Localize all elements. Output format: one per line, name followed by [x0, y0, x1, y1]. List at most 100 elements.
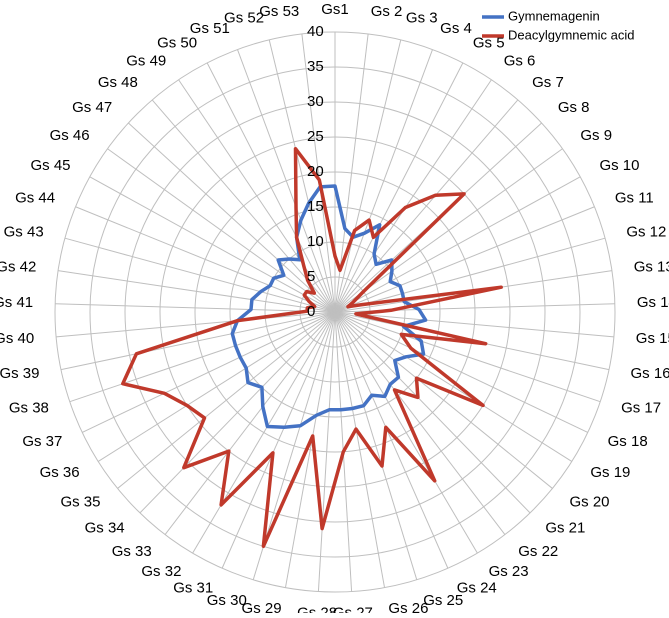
- spoke: [334, 311, 418, 580]
- legend-label: Gymnemagenin: [508, 8, 600, 23]
- category-label: Gs 18: [608, 433, 648, 450]
- spoke: [317, 311, 336, 592]
- category-label: Gs 40: [0, 330, 34, 347]
- category-label: Gs 49: [126, 52, 166, 69]
- spoke: [139, 311, 336, 514]
- r-tick-label: 10: [307, 233, 324, 250]
- spoke: [206, 62, 336, 313]
- r-tick-label: 0: [307, 303, 315, 320]
- spoke: [334, 62, 464, 313]
- category-label: Gs 14: [637, 294, 669, 311]
- category-label: Gs 48: [98, 74, 138, 91]
- spoke: [334, 237, 606, 313]
- spoke: [334, 311, 573, 462]
- spoke: [56, 311, 336, 338]
- category-label: Gs 11: [615, 189, 654, 206]
- spoke: [97, 311, 336, 462]
- series-line: [230, 184, 428, 430]
- category-label: Gs 5: [473, 34, 505, 51]
- legend: Gymnemagenin Deacylgymnemic acid: [482, 8, 634, 42]
- category-label: Gs 23: [489, 563, 529, 580]
- category-label: Gs 17: [621, 400, 661, 417]
- category-label: Gs 32: [141, 563, 181, 580]
- grid: [54, 31, 616, 593]
- spoke: [334, 311, 531, 514]
- spoke: [334, 311, 588, 433]
- r-tick-label: 15: [307, 198, 324, 215]
- category-label: Gs 30: [207, 592, 247, 609]
- category-label: Gs 37: [22, 433, 62, 450]
- category-label: Gs 12: [626, 223, 666, 240]
- category-label: Gs 38: [9, 400, 49, 417]
- r-tick-label: 40: [307, 23, 324, 40]
- r-tick-label: 35: [307, 58, 324, 75]
- category-label: Gs 45: [30, 157, 70, 174]
- spoke: [89, 176, 336, 313]
- series-line: [121, 146, 503, 549]
- spoke: [334, 311, 506, 535]
- category-label: Gs 24: [457, 579, 497, 596]
- spoke: [64, 237, 336, 313]
- category-label: Gs 52: [224, 9, 264, 26]
- category-label: Gs 16: [631, 365, 669, 382]
- spoke: [334, 311, 478, 554]
- category-label: Gs 8: [558, 99, 590, 116]
- category-label: Gs 31: [173, 579, 213, 596]
- spoke: [151, 99, 336, 313]
- spoke: [334, 311, 386, 588]
- spoke: [334, 311, 553, 489]
- r-tick-label: 5: [307, 268, 315, 285]
- spoke: [301, 33, 336, 313]
- spoke: [334, 311, 614, 338]
- spoke: [117, 311, 336, 489]
- category-label: Gs 13: [634, 258, 669, 275]
- category-label: Gs 2: [371, 3, 403, 20]
- category-label: Gs 46: [50, 127, 90, 144]
- category-label: Gs 25: [423, 592, 463, 609]
- legend-label: Deacylgymnemic acid: [508, 27, 634, 42]
- spoke: [192, 311, 336, 554]
- spoke: [69, 311, 336, 403]
- spoke: [334, 311, 449, 569]
- category-label: Gs 29: [242, 600, 282, 613]
- category-label: Gs 20: [570, 493, 610, 510]
- spoke: [75, 206, 336, 313]
- spoke: [57, 270, 336, 313]
- spoke: [334, 79, 492, 313]
- category-label: Gs 53: [259, 3, 299, 20]
- category-label: Gs 41: [0, 294, 33, 311]
- marks: [121, 146, 503, 549]
- category-label: Gs 39: [0, 365, 39, 382]
- r-tick-label: 20: [307, 163, 324, 180]
- category-label: Gs 43: [4, 223, 44, 240]
- spoke: [334, 39, 402, 313]
- spoke: [55, 303, 336, 313]
- spoke: [334, 176, 581, 313]
- spoke: [268, 39, 336, 313]
- spoke: [237, 49, 336, 313]
- r-tick-label: 30: [307, 93, 324, 110]
- spoke: [82, 311, 336, 433]
- category-label: Gs 9: [580, 127, 612, 144]
- spoke: [334, 311, 601, 403]
- spoke: [334, 49, 433, 313]
- category-label: Gs 51: [190, 20, 230, 37]
- category-label: Gs 28: [297, 604, 337, 613]
- spoke: [334, 206, 595, 313]
- category-label: Gs 35: [60, 493, 100, 510]
- category-label: Gs 42: [0, 258, 36, 275]
- category-label: Gs 26: [388, 600, 428, 613]
- category-label: Gs 34: [85, 520, 125, 537]
- spoke: [164, 311, 336, 535]
- spoke: [128, 122, 336, 313]
- category-label: Gs 33: [112, 543, 152, 560]
- spoke: [284, 311, 336, 588]
- category-label: Gs 21: [545, 520, 585, 537]
- category-label: Gs 7: [532, 74, 564, 91]
- spoke: [107, 148, 336, 313]
- category-label: Gs 44: [15, 189, 55, 206]
- spoke: [60, 311, 336, 371]
- category-label: Gs 4: [440, 20, 472, 37]
